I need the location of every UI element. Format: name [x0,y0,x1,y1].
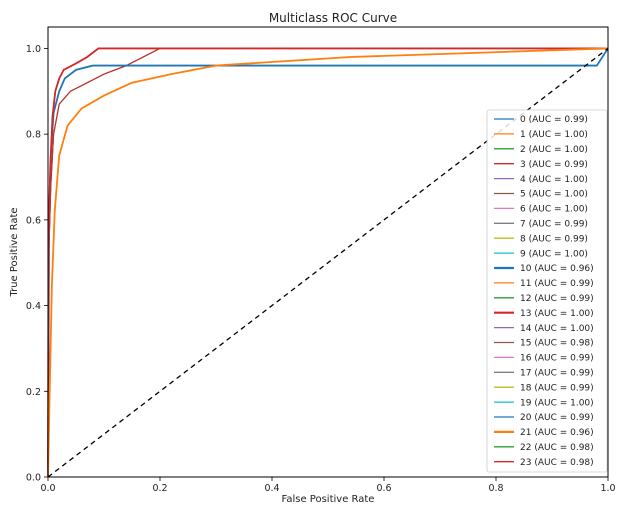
legend-label-23: 23 (AUC = 0.98) [520,458,594,468]
roc-line-class-13 [47,47,608,478]
legend-label-16: 16 (AUC = 0.99) [520,354,594,364]
x-tick-label: 1.0 [600,483,615,494]
legend-label-8: 8 (AUC = 0.99) [520,234,588,244]
legend-label-2: 2 (AUC = 1.00) [520,145,588,155]
legend-label-10: 10 (AUC = 0.96) [520,264,594,274]
legend-label-21: 21 (AUC = 0.96) [520,428,594,438]
legend-label-7: 7 (AUC = 0.99) [520,220,588,230]
chart-title: Multiclass ROC Curve [269,11,397,25]
legend-label-11: 11 (AUC = 0.99) [520,279,594,289]
x-tick-label: 0.2 [152,483,167,494]
legend-label-0: 0 (AUC = 0.99) [520,115,588,125]
y-tick-label: 1.0 [26,44,41,55]
y-axis-label: True Positive Rate [9,207,20,297]
legend-label-4: 4 (AUC = 1.00) [520,175,588,185]
legend-label-15: 15 (AUC = 0.98) [520,339,594,349]
legend-items: 0 (AUC = 0.99) 1 (AUC = 1.00) 2 (AUC = 1.0… [494,115,594,468]
legend-label-12: 12 (AUC = 0.99) [520,294,594,304]
x-tick-label: 0.0 [40,483,55,494]
legend-label-3: 3 (AUC = 0.99) [520,160,588,170]
series-layer [47,47,609,478]
x-tick-label: 0.4 [264,483,279,494]
legend-label-14: 14 (AUC = 1.00) [520,324,594,334]
x-axis-label: False Positive Rate [282,494,375,505]
y-tick-label: 0.0 [26,473,41,484]
legend-label-13: 13 (AUC = 1.00) [520,309,594,319]
legend-label-6: 6 (AUC = 1.00) [520,205,588,215]
legend-box [486,109,608,473]
legend-label-18: 18 (AUC = 0.99) [520,383,594,393]
x-tick-label: 0.8 [488,483,503,494]
y-tick-label: 0.8 [26,130,41,141]
legend-label-19: 19 (AUC = 1.00) [520,398,594,408]
y-axis-ticks: 0.0 0.2 0.4 0.6 0.8 1.0 [26,44,48,484]
legend-label-20: 20 (AUC = 0.99) [520,413,594,423]
x-tick-label: 0.6 [376,483,391,494]
roc-line-class-21 [47,47,609,478]
legend-label-17: 17 (AUC = 0.99) [520,369,594,379]
legend-label-9: 9 (AUC = 1.00) [520,249,588,259]
legend-label-1: 1 (AUC = 1.00) [520,130,588,140]
y-tick-label: 0.2 [26,387,41,398]
plot-frame [47,26,609,478]
legend-label-22: 22 (AUC = 0.98) [520,443,594,453]
legend-label-5: 5 (AUC = 1.00) [520,190,588,200]
legend: 0 (AUC = 0.99) 1 (AUC = 1.00) 2 (AUC = 1.0… [486,109,608,473]
y-tick-label: 0.4 [26,301,41,312]
y-tick-label: 0.6 [26,215,41,226]
x-axis-ticks: 0.0 0.2 0.4 0.6 0.8 1.0 [40,477,616,494]
